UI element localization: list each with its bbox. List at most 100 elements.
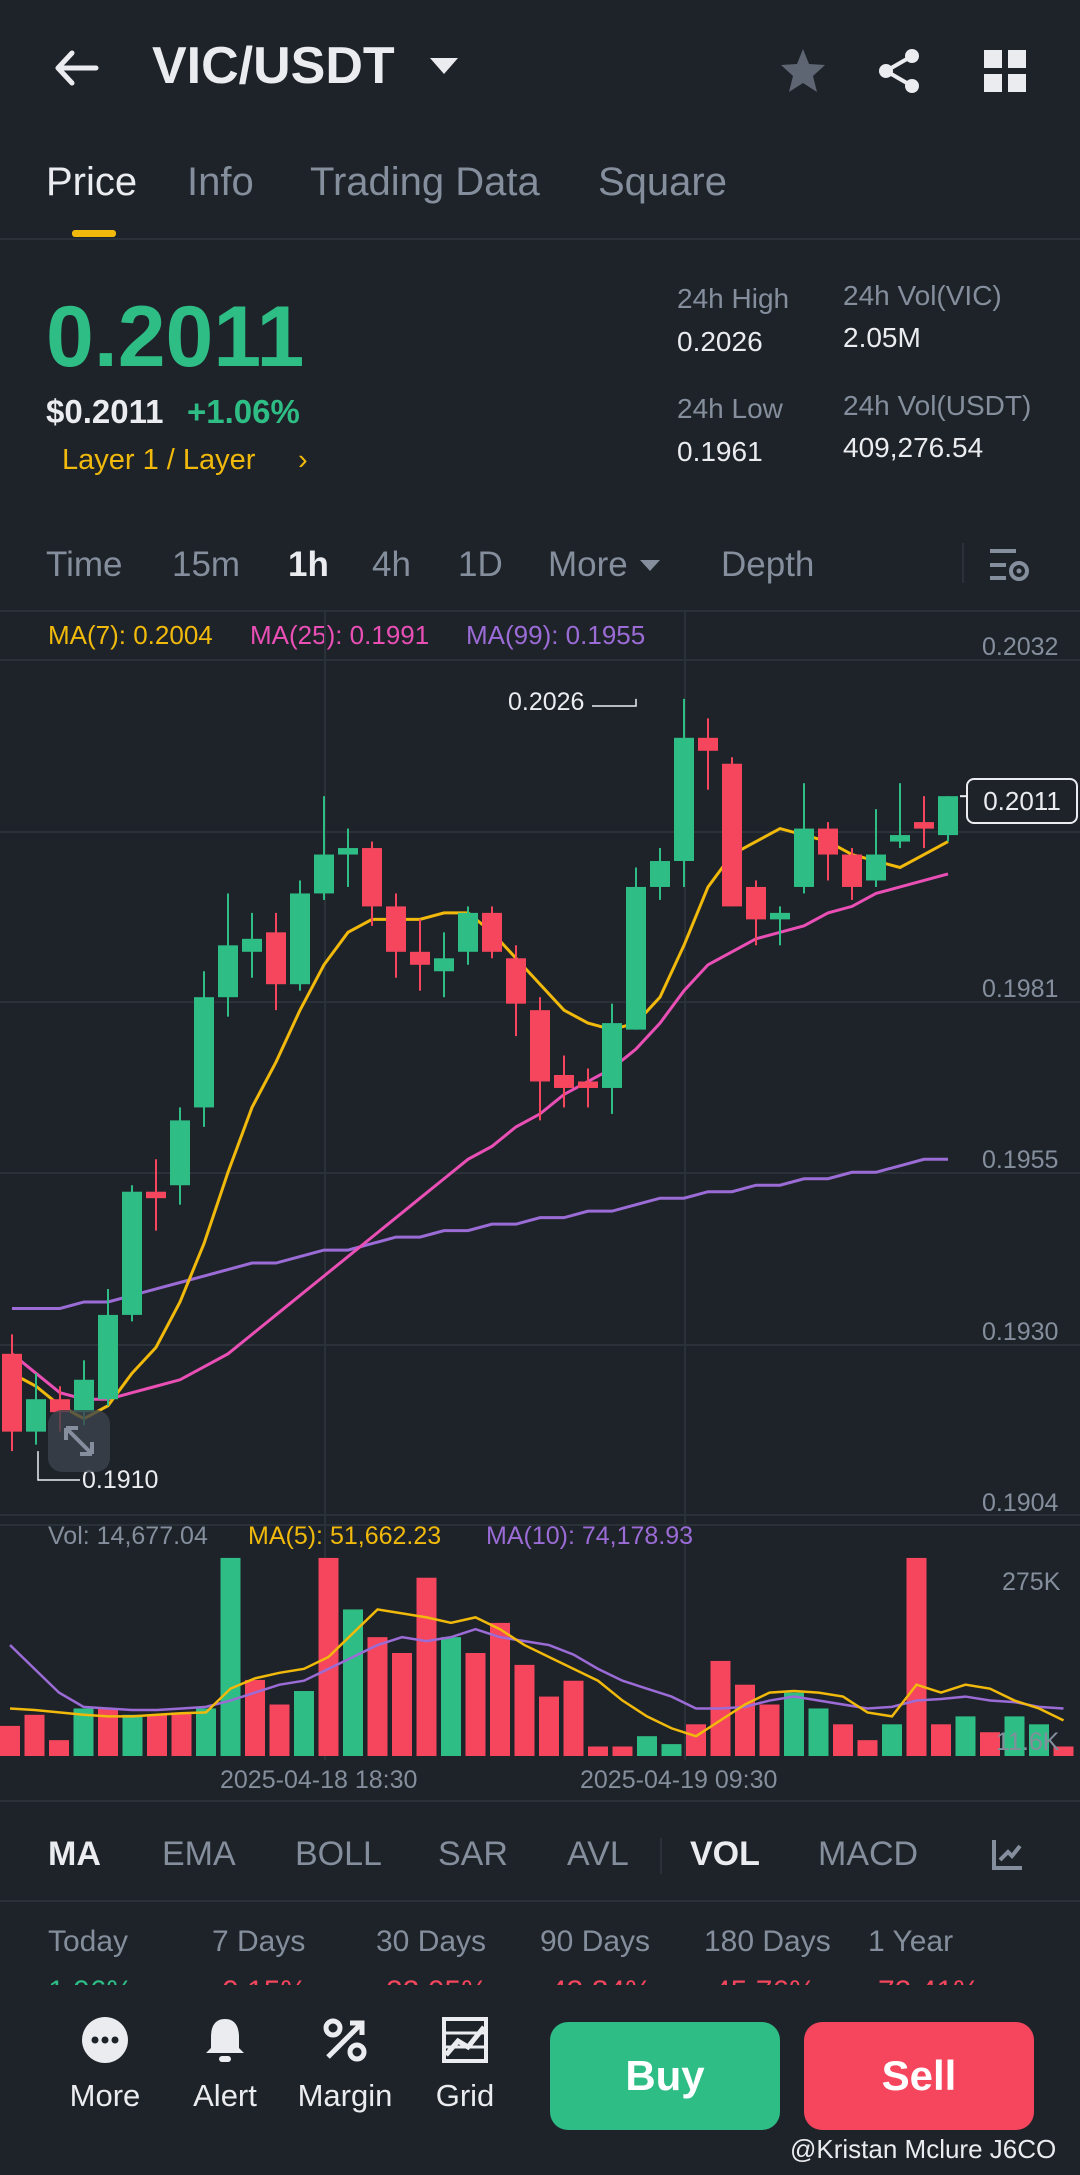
tf-more[interactable]: More bbox=[548, 545, 628, 584]
ind-avl[interactable]: AVL bbox=[567, 1835, 629, 1873]
volume-bar bbox=[759, 1704, 780, 1756]
volume-bar bbox=[833, 1724, 853, 1756]
volume-bar bbox=[882, 1724, 902, 1756]
volume-bar bbox=[931, 1724, 951, 1756]
candle bbox=[26, 1399, 46, 1432]
expand-icon[interactable] bbox=[48, 1410, 110, 1472]
indicator-settings-icon[interactable] bbox=[990, 1836, 1026, 1872]
tf-depth[interactable]: Depth bbox=[721, 545, 815, 584]
active-tab-indicator bbox=[72, 230, 116, 237]
tab-info[interactable]: Info bbox=[187, 160, 254, 204]
volume-bar bbox=[686, 1724, 706, 1756]
candle bbox=[890, 835, 910, 842]
price-tick: 0.1930 bbox=[982, 1318, 1059, 1346]
nav-alert-label: Alert bbox=[193, 2078, 257, 2113]
time-tick: 2025-04-19 09:30 bbox=[580, 1766, 778, 1794]
vol_ma5-line bbox=[9, 1608, 1065, 1738]
candle bbox=[338, 848, 358, 855]
volume-bar bbox=[0, 1725, 20, 1756]
grid-menu-icon[interactable] bbox=[978, 44, 1032, 98]
ind-boll[interactable]: BOLL bbox=[295, 1835, 382, 1873]
candlestick-chart[interactable] bbox=[0, 610, 1080, 1800]
volume-tick: 275K bbox=[1002, 1568, 1061, 1596]
vol-base-value: 2.05M bbox=[843, 322, 921, 353]
volume-bar bbox=[735, 1684, 755, 1756]
ind-ema[interactable]: EMA bbox=[162, 1835, 236, 1873]
divider bbox=[0, 1800, 1080, 1802]
price-tick: 0.1904 bbox=[982, 1489, 1059, 1517]
ind-ma[interactable]: MA bbox=[48, 1835, 101, 1873]
divider bbox=[962, 543, 964, 583]
tf-1d[interactable]: 1D bbox=[458, 545, 503, 584]
star-icon[interactable] bbox=[776, 44, 830, 98]
ma25-line bbox=[11, 872, 949, 1401]
volume-bar bbox=[367, 1637, 388, 1756]
perf-label: Today bbox=[48, 1925, 129, 1958]
tf-15m[interactable]: 15m bbox=[172, 545, 241, 584]
pair-title[interactable]: VIC/USDT bbox=[152, 37, 395, 95]
nav-alert[interactable]: Alert bbox=[170, 2015, 280, 2114]
nav-more[interactable]: More bbox=[50, 2015, 160, 2114]
ma7-legend: MA(7): 0.2004 bbox=[48, 620, 213, 650]
tf-time[interactable]: Time bbox=[46, 545, 123, 584]
share-icon[interactable] bbox=[872, 44, 926, 98]
current-price-tag: 0.2011 bbox=[966, 778, 1078, 824]
ma25-legend: MA(25): 0.1991 bbox=[250, 620, 430, 650]
divider bbox=[0, 1900, 1080, 1902]
candle bbox=[122, 1191, 142, 1315]
volume-bar bbox=[465, 1653, 486, 1756]
buy-button[interactable]: Buy bbox=[550, 2022, 780, 2130]
volume-bar bbox=[392, 1653, 412, 1756]
volume-bar bbox=[49, 1740, 69, 1756]
volume-bar bbox=[808, 1708, 829, 1756]
chevron-right-icon[interactable]: › bbox=[298, 444, 308, 476]
tab-price[interactable]: Price bbox=[46, 160, 138, 204]
chevron-down-icon[interactable] bbox=[430, 58, 458, 74]
nav-grid-label: Grid bbox=[435, 2078, 495, 2113]
tf-4h[interactable]: 4h bbox=[372, 545, 411, 584]
low-marker-leader bbox=[37, 1451, 80, 1481]
tab-square[interactable]: Square bbox=[598, 160, 727, 204]
ind-macd[interactable]: MACD bbox=[818, 1835, 919, 1873]
volume-bar bbox=[637, 1736, 657, 1756]
volume-bar bbox=[539, 1696, 559, 1756]
chart-settings-icon[interactable] bbox=[988, 546, 1030, 584]
top-bar: VIC/USDT bbox=[0, 0, 1080, 140]
candle bbox=[2, 1353, 22, 1432]
candle bbox=[938, 796, 958, 836]
volume-bar bbox=[588, 1746, 608, 1756]
ma7-line bbox=[11, 826, 949, 1421]
chevron-down-icon[interactable] bbox=[640, 560, 660, 571]
candle bbox=[866, 854, 886, 881]
candle bbox=[626, 886, 646, 1030]
candle bbox=[218, 945, 238, 998]
category-link[interactable]: Layer 1 / Layer bbox=[62, 444, 256, 476]
ma99-line bbox=[12, 1157, 948, 1310]
volume-bar bbox=[906, 1557, 927, 1756]
ind-sar[interactable]: SAR bbox=[438, 1835, 508, 1873]
back-arrow-icon[interactable] bbox=[48, 40, 104, 96]
high-label: 24h High bbox=[677, 283, 790, 314]
volume-bar bbox=[980, 1732, 1000, 1756]
tf-1h[interactable]: 1h bbox=[288, 545, 329, 584]
bell-icon bbox=[206, 2019, 244, 2062]
low-value: 0.1961 bbox=[677, 436, 763, 467]
high-marker: 0.2026 bbox=[508, 688, 585, 716]
nav-more-label: More bbox=[69, 2078, 141, 2113]
volume-bar bbox=[612, 1746, 633, 1756]
ind-vol[interactable]: VOL bbox=[690, 1835, 760, 1873]
divider bbox=[0, 610, 1080, 612]
candle bbox=[50, 1399, 70, 1413]
vol-base-label: 24h Vol(VIC) bbox=[843, 280, 1002, 311]
candle bbox=[602, 1023, 622, 1088]
price-change: +1.06% bbox=[187, 393, 300, 430]
tab-trading-data[interactable]: Trading Data bbox=[310, 160, 540, 204]
sell-button[interactable]: Sell bbox=[804, 2022, 1034, 2130]
perf-label: 90 Days bbox=[540, 1925, 651, 1958]
nav-margin[interactable]: Margin bbox=[290, 2015, 400, 2114]
price-tick: 0.2032 bbox=[982, 633, 1059, 661]
candle bbox=[386, 906, 406, 952]
nav-grid[interactable]: Grid bbox=[410, 2015, 520, 2114]
volume-bar bbox=[955, 1716, 976, 1756]
candle bbox=[314, 854, 334, 894]
